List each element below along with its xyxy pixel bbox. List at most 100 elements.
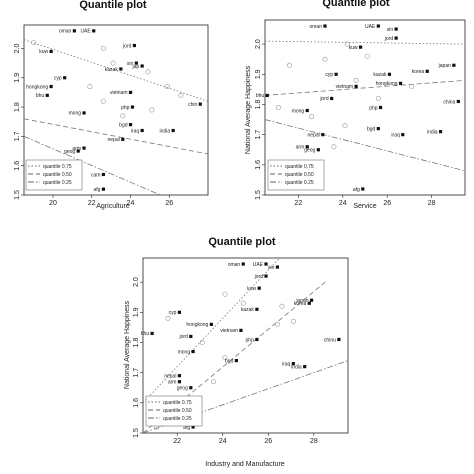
quantile-line-1 (24, 39, 208, 102)
y-tick-label: 1.8 (14, 102, 21, 112)
hollow-point (87, 84, 93, 90)
point-label: kazak (373, 72, 387, 78)
point-label: kuw (39, 49, 48, 55)
quantile-line-2 (24, 118, 208, 155)
y-tick-label: 1.9 (255, 69, 262, 79)
data-point-kazak (387, 72, 392, 76)
data-point-nepal (177, 374, 182, 378)
point-label: jord (254, 274, 264, 280)
hollow-point (274, 321, 280, 327)
hollow-point (100, 45, 106, 51)
x-tick-label: 28 (428, 200, 436, 207)
point-label: jord (178, 334, 188, 340)
hollow-point (344, 41, 350, 47)
data-point-jord (330, 96, 334, 101)
x-tick-label: 24 (127, 200, 135, 207)
data-point-sin (134, 61, 138, 65)
x-tick-label: 28 (310, 438, 318, 445)
point-label: india (160, 128, 171, 134)
hollow-point (145, 69, 151, 75)
point-label: sin (127, 61, 134, 67)
hollow-point (375, 95, 381, 101)
data-point-afg (361, 187, 365, 191)
data-point-arm (177, 380, 182, 384)
data-point-mong (82, 111, 86, 115)
plot-frame (142, 257, 349, 434)
hollow-point (322, 56, 328, 62)
data-point-geog (76, 149, 80, 153)
legend: quantile 0.75 quantile 0.50 quantile 0.25 (267, 159, 325, 191)
legend-label: quantile 0.25 (43, 180, 72, 186)
data-point-iraq (140, 128, 144, 133)
y-tick-label: 1.7 (255, 130, 262, 140)
data-point-chin (198, 102, 202, 106)
hollow-point (178, 92, 184, 98)
quantile-line-1 (265, 40, 465, 45)
point-label: india (291, 364, 302, 370)
hollow-point (100, 98, 106, 104)
point-label: cyp (169, 310, 177, 316)
data-point-hongkong (398, 81, 403, 85)
data-point-arm (305, 145, 309, 149)
hollow-point (199, 339, 205, 345)
x-tick-label: 24 (339, 200, 347, 207)
point-label: oman (309, 24, 322, 30)
hollow-point (165, 315, 171, 321)
data-point-hongkong (209, 322, 213, 326)
x-tick-label: 22 (294, 200, 302, 207)
x-tick-label: 20 (49, 200, 57, 207)
point-label: iraq (282, 361, 291, 367)
data-point-kuw (49, 49, 53, 53)
x-axis-label: Industry and Manufacture (205, 461, 284, 468)
point-label: php (121, 105, 130, 111)
data-point-bgd (376, 127, 380, 131)
point-label: afg (353, 187, 360, 193)
data-point-php (378, 105, 383, 110)
point-label: jap (131, 64, 139, 70)
point-label: arm (296, 145, 305, 151)
data-point-bgd (128, 123, 133, 127)
data-point-jord (394, 36, 398, 40)
point-label: kazak (241, 307, 255, 313)
data-point-vietnam (354, 84, 358, 88)
y-tick-label: 1.6 (14, 161, 21, 171)
data-point-oman (72, 29, 76, 33)
chart-panel-2: Quantile plot 1.5 1.6 1.7 1.8 1.9 2.0 22 24 26 28 S… (245, 0, 466, 210)
point-label: afg (93, 187, 100, 193)
data-point-sin (394, 27, 398, 31)
plot-frame (264, 19, 466, 196)
data-point-afg (191, 425, 195, 429)
point-label: geog (177, 386, 188, 392)
point-label: UAE (365, 24, 376, 30)
data-point-arm (82, 146, 86, 150)
point-label: UAE (253, 262, 264, 268)
point-label: cyp (54, 76, 62, 82)
data-point-kazak (119, 67, 123, 71)
hollow-point (290, 318, 296, 324)
point-label: oman (228, 262, 241, 268)
point-label: chin (188, 102, 197, 108)
data-point-korea (425, 69, 429, 73)
data-point-vietnam (128, 90, 133, 95)
hollow-point (342, 123, 348, 129)
data-point-cyp (334, 72, 338, 76)
point-label: china (443, 99, 455, 105)
point-label: vietnam (110, 90, 128, 96)
point-label: chinu (324, 337, 336, 343)
y-tick-label: 1.6 (133, 398, 140, 408)
point-label: geog (304, 148, 315, 154)
data-point-UAE (264, 262, 268, 266)
y-tick-label: 1.7 (14, 131, 21, 141)
point-label: india (427, 129, 438, 135)
legend-label: quantile 0.75 (43, 164, 72, 170)
point-label: mong (178, 349, 191, 355)
legend: quantile 0.75 quantile 0.50 quantile 0.25 (25, 159, 83, 191)
point-label: hongkong (376, 81, 398, 87)
point-label: afg (183, 425, 190, 431)
data-point-UAE (92, 29, 96, 33)
y-tick-label: 1.5 (133, 428, 140, 438)
data-point-nepal (321, 133, 325, 137)
legend-box (145, 395, 203, 427)
y-axis-label: National Average Happiness (124, 300, 131, 389)
